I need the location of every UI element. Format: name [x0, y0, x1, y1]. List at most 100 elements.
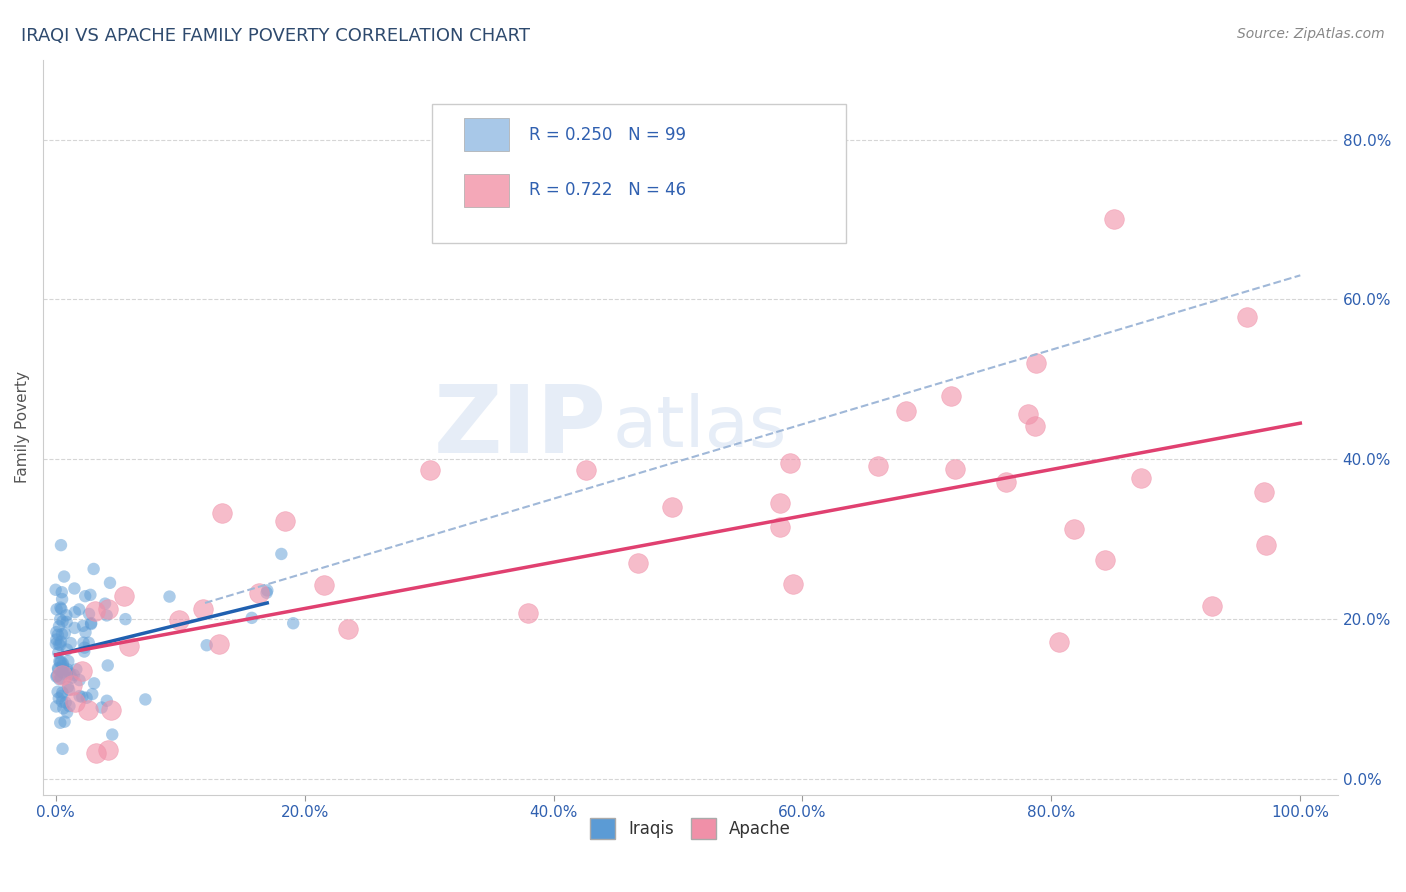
Point	[51, 627, 73, 641]
Point	[517, 606, 540, 620]
Point	[63, 695, 86, 709]
Point	[274, 514, 297, 528]
Point	[80, 616, 103, 631]
Point	[56, 680, 79, 694]
Text: atlas: atlas	[613, 392, 787, 462]
Point	[1063, 522, 1085, 536]
Point	[114, 612, 136, 626]
Point	[51, 671, 73, 685]
Point	[1017, 407, 1039, 421]
Point	[56, 706, 79, 720]
Point	[195, 638, 218, 652]
Point	[51, 665, 73, 679]
Point	[59, 636, 82, 650]
Point	[46, 685, 69, 699]
Point	[56, 663, 79, 677]
Point	[419, 463, 441, 477]
Point	[70, 664, 93, 678]
Point	[65, 662, 87, 676]
Point	[83, 562, 105, 576]
Point	[83, 604, 105, 618]
Text: IRAQI VS APACHE FAMILY POVERTY CORRELATION CHART: IRAQI VS APACHE FAMILY POVERTY CORRELATI…	[21, 27, 530, 45]
Point	[51, 695, 73, 709]
Point	[627, 556, 650, 570]
Point	[1236, 310, 1258, 324]
Point	[97, 743, 120, 757]
Point	[53, 714, 76, 729]
Point	[90, 700, 112, 714]
Text: R = 0.722   N = 46: R = 0.722 N = 46	[529, 181, 686, 200]
Point	[1024, 419, 1046, 434]
Point	[58, 654, 80, 668]
Point	[58, 682, 80, 697]
Point	[193, 602, 215, 616]
Point	[77, 636, 100, 650]
Point	[114, 590, 136, 604]
Point	[63, 621, 86, 635]
Point	[51, 615, 73, 629]
Point	[661, 500, 683, 515]
Point	[51, 592, 73, 607]
Point	[72, 690, 94, 704]
Point	[51, 685, 73, 699]
Point	[46, 628, 69, 642]
Point	[100, 703, 122, 717]
Point	[58, 699, 80, 714]
Point	[79, 588, 101, 602]
Point	[53, 569, 76, 583]
Point	[67, 602, 90, 616]
Point	[69, 673, 91, 687]
Point	[943, 462, 966, 476]
Point	[58, 665, 80, 679]
Bar	[464, 174, 509, 207]
Y-axis label: Family Poverty: Family Poverty	[15, 371, 30, 483]
Point	[45, 632, 67, 647]
Bar	[464, 119, 509, 152]
Point	[55, 696, 77, 710]
Point	[208, 637, 231, 651]
Point	[894, 404, 917, 418]
Point	[48, 691, 70, 706]
Point	[101, 727, 124, 741]
Point	[49, 634, 72, 648]
Point	[73, 640, 96, 655]
Point	[1256, 538, 1278, 552]
Point	[73, 644, 96, 658]
FancyBboxPatch shape	[432, 103, 846, 244]
Point	[75, 625, 97, 640]
Point	[72, 636, 94, 650]
Legend: Iraqis, Apache: Iraqis, Apache	[583, 812, 797, 846]
Point	[48, 672, 70, 686]
Point	[51, 585, 73, 599]
Text: R = 0.250   N = 99: R = 0.250 N = 99	[529, 127, 686, 145]
Point	[159, 590, 181, 604]
Point	[49, 715, 72, 730]
Point	[167, 613, 190, 627]
Point	[52, 659, 75, 673]
Point	[769, 520, 792, 534]
Point	[1047, 635, 1070, 649]
Point	[52, 666, 75, 681]
Point	[51, 689, 73, 703]
Point	[56, 642, 79, 657]
Point	[48, 654, 70, 668]
Point	[49, 612, 72, 626]
Point	[46, 661, 69, 675]
Point	[1102, 212, 1125, 227]
Point	[96, 694, 118, 708]
Point	[72, 619, 94, 633]
Point	[46, 662, 69, 676]
Point	[76, 690, 98, 705]
Point	[75, 589, 97, 603]
Point	[48, 638, 70, 652]
Point	[1201, 599, 1223, 613]
Point	[76, 703, 98, 717]
Point	[52, 662, 75, 676]
Point	[82, 687, 104, 701]
Point	[63, 605, 86, 619]
Point	[84, 746, 107, 760]
Point	[69, 689, 91, 703]
Point	[247, 585, 270, 599]
Point	[782, 576, 804, 591]
Point	[46, 669, 69, 683]
